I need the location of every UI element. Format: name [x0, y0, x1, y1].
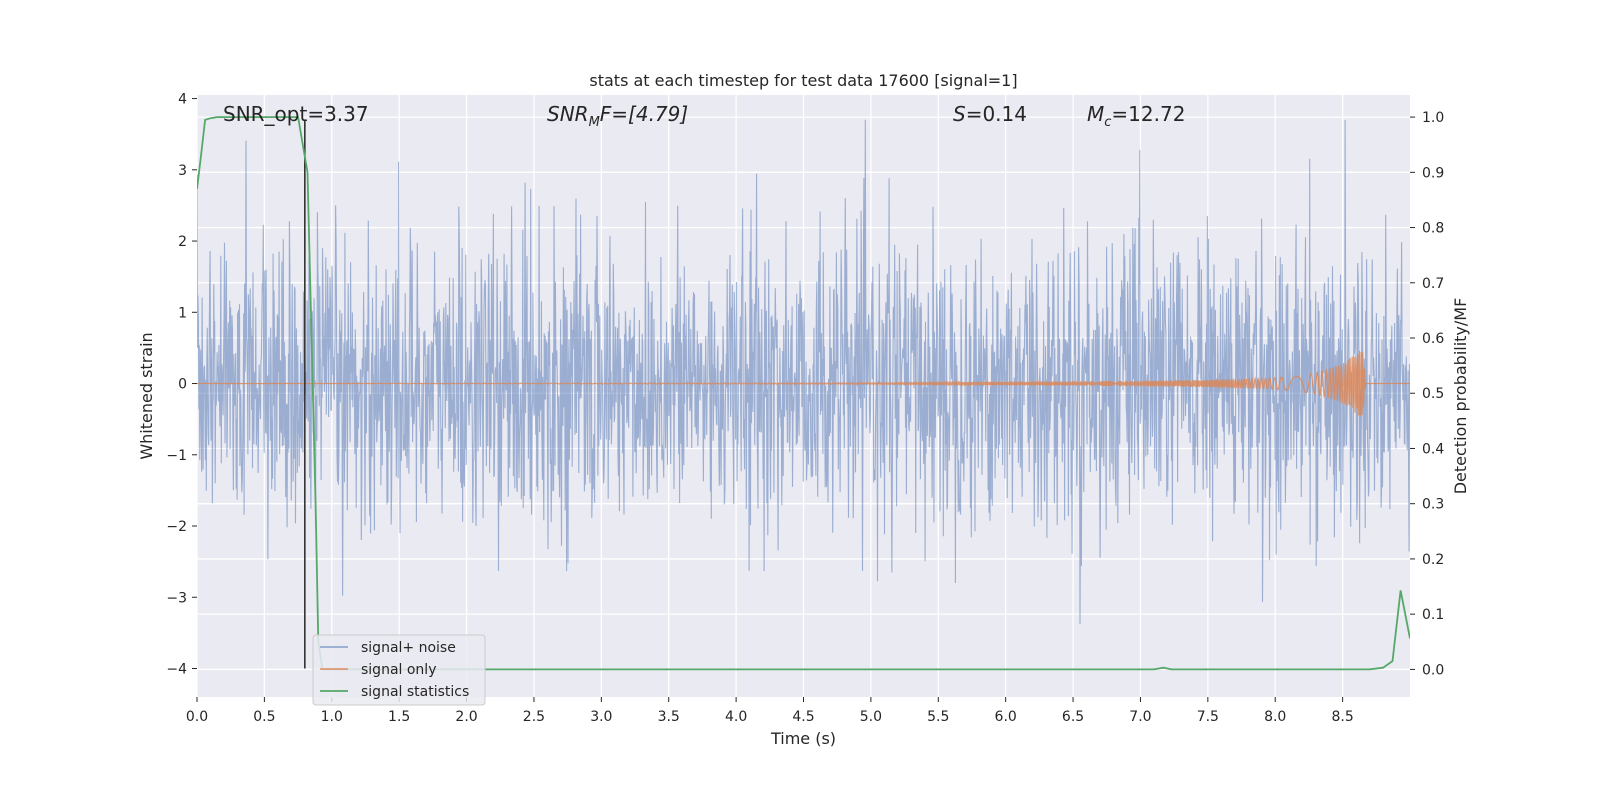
legend-entry-signal-only: signal only — [361, 662, 436, 678]
x-tick-label: 3.0 — [590, 709, 612, 725]
y2-tick-label: 0.3 — [1422, 497, 1444, 513]
annotation-s-main: S — [953, 102, 966, 126]
y-tick-label: 0 — [178, 377, 187, 393]
legend-entry-signal-statistics: signal statistics — [361, 684, 469, 700]
y-tick-label: −3 — [166, 590, 187, 606]
x-tick-label: 5.5 — [927, 709, 949, 725]
y2-tick-label: 0.1 — [1422, 607, 1444, 623]
x-tick-label: 8.0 — [1264, 709, 1286, 725]
x-tick-label: 7.0 — [1129, 709, 1151, 725]
legend-box — [312, 634, 486, 706]
annotation-s: S=0.14 — [953, 102, 1027, 126]
y-tick-label: 3 — [178, 163, 187, 179]
x-tick-label: 3.5 — [658, 709, 680, 725]
x-tick-label: 5.0 — [860, 709, 882, 725]
y2-tick-label: 0.8 — [1422, 221, 1444, 237]
x-tick-label: 4.0 — [725, 709, 747, 725]
x-tick-label: 7.5 — [1197, 709, 1219, 725]
annotation-mc-main: M — [1087, 102, 1104, 126]
y-tick-label: −2 — [166, 519, 187, 535]
y2-axis-label: Detection probability/MF — [1451, 298, 1470, 495]
annotation-snr-mf-sub: M — [589, 115, 600, 130]
x-tick-label: 2.0 — [455, 709, 477, 725]
y-axis-label: Whitened strain — [137, 332, 156, 459]
y-tick-label: −4 — [166, 662, 187, 678]
annotation-mc: Mc=12.72 — [1087, 102, 1185, 130]
y2-ticks: 1.0 0.9 0.8 0.7 0.6 0.5 0.4 0.3 0.2 0.1 0.0 — [1410, 110, 1444, 678]
x-tick-label: 0.0 — [186, 709, 208, 725]
x-tick-label: 2.5 — [523, 709, 545, 725]
y2-tick-label: 0.7 — [1422, 276, 1444, 292]
x-tick-label: 4.5 — [792, 709, 814, 725]
x-tick-label: 6.5 — [1062, 709, 1084, 725]
x-tick-label: 0.5 — [253, 709, 275, 725]
annotation-snr-opt: SNR_opt=3.37 — [223, 102, 369, 126]
x-tick-label: 8.5 — [1331, 709, 1353, 725]
y-tick-label: −1 — [166, 448, 187, 464]
x-tick-label: 1.0 — [321, 709, 343, 725]
x-ticks: 0.0 0.5 1.0 1.5 2.0 2.5 3.0 3.5 4.0 4.5 5.0 5.5 6.0 6… — [186, 697, 1354, 725]
y2-tick-label: 0.4 — [1422, 441, 1444, 457]
series-signal-only — [197, 350, 1410, 416]
x-axis-label: Time (s) — [770, 729, 836, 748]
y-ticks: 4 3 2 1 0 −1 −2 −3 −4 — [166, 92, 197, 678]
y-tick-label: 4 — [178, 92, 187, 108]
annotation-mc-rest: =12.72 — [1111, 102, 1185, 126]
x-tick-label: 6.0 — [995, 709, 1017, 725]
chart-title: stats at each timestep for test data 176… — [589, 71, 1017, 90]
y2-tick-label: 1.0 — [1422, 110, 1444, 126]
y2-tick-label: 0.9 — [1422, 165, 1444, 181]
annotation-mc-sub: c — [1104, 115, 1111, 130]
legend-entry-signal-noise: signal+ noise — [361, 640, 456, 656]
annotation-s-rest: =0.14 — [966, 102, 1027, 126]
y2-tick-label: 0.0 — [1422, 662, 1444, 678]
y-tick-label: 2 — [178, 234, 187, 250]
x-tick-label: 1.5 — [388, 709, 410, 725]
annotation-snr-mf-main: SNR — [547, 102, 589, 126]
legend: signal+ noise signal only signal statist… — [312, 634, 486, 706]
y2-tick-label: 0.5 — [1422, 386, 1444, 402]
y2-tick-label: 0.2 — [1422, 552, 1444, 568]
signal-trace — [197, 350, 1410, 416]
y2-tick-label: 0.6 — [1422, 331, 1444, 347]
annotation-snr-mf: SNRMF=[4.79] — [547, 102, 688, 130]
y-tick-label: 1 — [178, 305, 187, 321]
annotation-snr-mf-rest: F=[4.79] — [600, 102, 688, 126]
